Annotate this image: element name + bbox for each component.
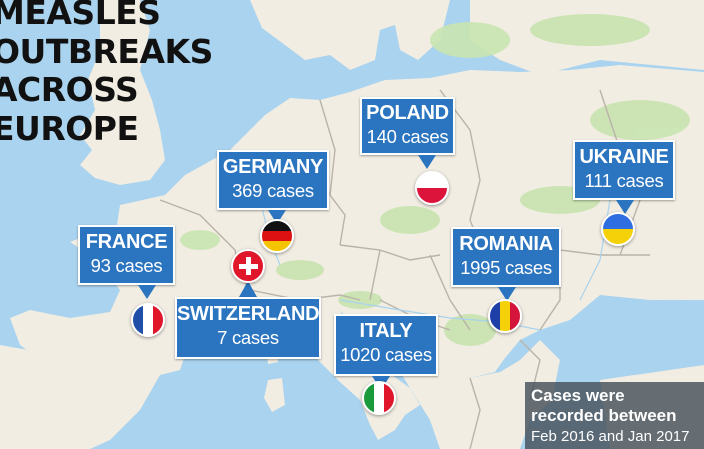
- romania-pointer: [498, 287, 516, 301]
- italy-label[interactable]: ITALY 1020 cases: [334, 314, 438, 376]
- poland-flag-icon: [415, 171, 449, 205]
- switzerland-name: SWITZERLAND: [177, 303, 320, 325]
- poland-name: POLAND: [366, 102, 449, 124]
- note-line-2: recorded between: [531, 406, 677, 425]
- germany-label[interactable]: GERMANY 369 cases: [217, 150, 329, 210]
- ukraine-flag-icon: [601, 212, 635, 246]
- romania-label[interactable]: ROMANIA 1995 cases: [451, 227, 561, 287]
- romania-name: ROMANIA: [459, 233, 553, 255]
- title-line-4: EUROPE: [0, 108, 139, 148]
- ukraine-cases: 111 cases: [584, 170, 664, 191]
- poland-cases: 140 cases: [366, 126, 449, 147]
- map-title: MEASLES OUTBREAKS ACROSS EUROPE: [0, 0, 213, 148]
- france-label[interactable]: FRANCE 93 cases: [78, 225, 175, 285]
- france-cases: 93 cases: [90, 255, 163, 276]
- france-pointer: [138, 285, 156, 299]
- poland-label[interactable]: POLAND 140 cases: [360, 97, 455, 155]
- note-line-1: Cases were: [531, 386, 625, 405]
- romania-flag-icon: [488, 299, 522, 333]
- sardinia-island: [264, 378, 285, 412]
- switzerland-flag-icon: [231, 249, 265, 283]
- italy-flag-icon: [362, 381, 396, 415]
- ukraine-label[interactable]: UKRAINE 111 cases: [573, 140, 675, 200]
- switzerland-label[interactable]: SWITZERLAND 7 cases: [175, 297, 321, 359]
- poland-pointer: [418, 155, 436, 169]
- ukraine-pointer: [616, 200, 634, 214]
- black-sea: [555, 300, 704, 380]
- germany-flag-icon: [260, 219, 294, 253]
- switzerland-cases: 7 cases: [217, 327, 279, 348]
- title-line-1: MEASLES: [0, 0, 161, 32]
- date-range-note: Cases were recorded between Feb 2016 and…: [525, 382, 704, 449]
- france-flag-icon: [131, 303, 165, 337]
- switzerland-pointer: [239, 281, 257, 297]
- title-line-2: OUTBREAKS: [0, 31, 213, 71]
- great-britain-landmass: [80, 0, 165, 185]
- germany-name: GERMANY: [222, 156, 324, 178]
- italy-cases: 1020 cases: [340, 344, 432, 365]
- note-line-3: Feb 2016 and Jan 2017: [531, 428, 690, 445]
- title-line-3: ACROSS: [0, 70, 139, 109]
- italy-name: ITALY: [359, 320, 413, 342]
- ukraine-name: UKRAINE: [579, 146, 669, 168]
- scandinavia-landmass: [250, 0, 450, 70]
- iberia-landmass: [0, 345, 160, 449]
- france-name: FRANCE: [85, 231, 168, 253]
- germany-cases: 369 cases: [232, 180, 314, 201]
- romania-cases: 1995 cases: [460, 257, 552, 278]
